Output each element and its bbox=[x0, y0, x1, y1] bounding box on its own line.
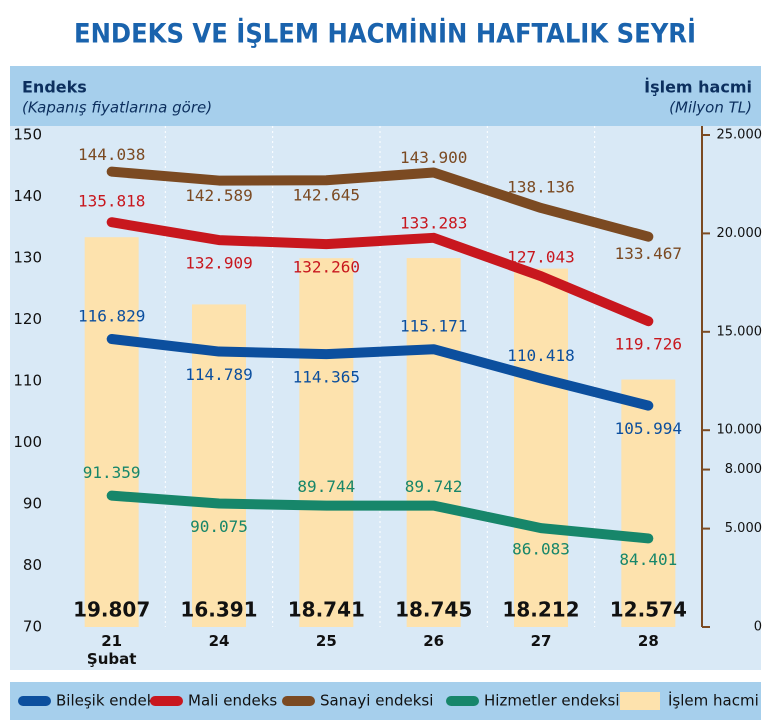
bar-label: 16.391 bbox=[180, 598, 257, 622]
bar bbox=[299, 258, 354, 627]
y-tick-label: 100 bbox=[13, 433, 42, 451]
legend-label: İşlem hacmi bbox=[668, 691, 759, 710]
data-label: 142.589 bbox=[185, 186, 252, 205]
y-tick-label: 120 bbox=[13, 310, 42, 328]
y-axis-label: Endeks bbox=[22, 78, 87, 97]
legend-label: Bileşik endeks bbox=[56, 692, 163, 710]
line bbox=[106, 217, 654, 327]
x-tick-label: 28 bbox=[637, 632, 659, 650]
y2-tick-label: 10.000 bbox=[717, 423, 763, 438]
data-label: 142.645 bbox=[293, 186, 360, 205]
x-tick-label: 26 bbox=[423, 632, 445, 650]
data-label: 105.994 bbox=[615, 419, 682, 438]
legend-label: Sanayi endeksi bbox=[320, 692, 433, 710]
legend-label: Hizmetler endeksi bbox=[484, 692, 620, 710]
bar bbox=[514, 268, 568, 627]
legend-swatch bbox=[620, 692, 660, 710]
data-label: 114.365 bbox=[293, 368, 360, 387]
y2-tick-label: 0 bbox=[754, 620, 762, 635]
data-label: 133.467 bbox=[615, 244, 682, 263]
y2-tick-label: 5.000 bbox=[725, 521, 762, 536]
legend-label: Mali endeks bbox=[188, 692, 277, 710]
data-label: 84.401 bbox=[619, 550, 677, 569]
data-label: 133.283 bbox=[400, 213, 467, 232]
y2-tick-label: 15.000 bbox=[717, 324, 763, 339]
data-label: 132.260 bbox=[293, 258, 360, 277]
y-tick-label: 110 bbox=[13, 372, 42, 390]
header-band bbox=[10, 66, 761, 126]
data-label: 89.742 bbox=[405, 477, 463, 496]
y2-tick-label: 25.000 bbox=[717, 128, 763, 143]
data-label: 135.818 bbox=[78, 192, 145, 211]
data-label: 114.789 bbox=[185, 365, 252, 384]
bar-label: 19.807 bbox=[73, 598, 150, 622]
data-label: 89.744 bbox=[297, 477, 355, 496]
x-tick-label: 24 bbox=[208, 632, 230, 650]
y2-tick-label: 8.000 bbox=[725, 462, 762, 477]
data-label: 115.171 bbox=[400, 317, 467, 336]
x-tick-label: 25 bbox=[315, 632, 337, 650]
y-tick-label: 140 bbox=[13, 187, 42, 205]
data-label: 138.136 bbox=[507, 177, 574, 196]
bar-label: 18.212 bbox=[502, 598, 579, 622]
data-label: 91.359 bbox=[83, 463, 141, 482]
x-tick-label: 21 Şubat bbox=[86, 632, 137, 668]
y2-tick-label: 20.000 bbox=[717, 226, 763, 241]
y-tick-label: 80 bbox=[23, 556, 42, 574]
bar bbox=[84, 237, 139, 627]
bar-label: 18.741 bbox=[288, 598, 365, 622]
data-label: 116.829 bbox=[78, 307, 145, 326]
y-tick-label: 150 bbox=[13, 126, 42, 144]
line bbox=[106, 490, 654, 544]
data-label: 86.083 bbox=[512, 540, 570, 559]
data-label: 110.418 bbox=[507, 346, 574, 365]
data-label: 127.043 bbox=[507, 248, 574, 267]
data-label: 144.038 bbox=[78, 145, 145, 164]
y-tick-label: 70 bbox=[23, 618, 42, 636]
x-tick-label: 27 bbox=[530, 632, 552, 650]
bar-label: 18.745 bbox=[395, 598, 472, 622]
data-label: 119.726 bbox=[615, 335, 682, 354]
bar-label: 12.574 bbox=[610, 598, 687, 622]
bar bbox=[192, 304, 246, 627]
y2-axis-label: İşlem hacmi bbox=[644, 78, 752, 97]
y-axis-sublabel: (Kapanış fiyatlarına göre) bbox=[22, 99, 212, 117]
bar bbox=[406, 258, 461, 627]
bar bbox=[621, 379, 676, 627]
y-tick-label: 130 bbox=[13, 249, 42, 267]
y2-axis-sublabel: (Milyon TL) bbox=[669, 99, 752, 117]
line bbox=[106, 166, 654, 242]
data-label: 132.909 bbox=[185, 254, 252, 273]
data-label: 143.900 bbox=[400, 148, 467, 167]
data-label: 90.075 bbox=[190, 517, 248, 536]
line bbox=[106, 334, 654, 411]
y-tick-label: 90 bbox=[23, 495, 42, 513]
chart-title: ENDEKS VE İŞLEM HACMİNİN HAFTALIK SEYRİ bbox=[74, 18, 696, 50]
